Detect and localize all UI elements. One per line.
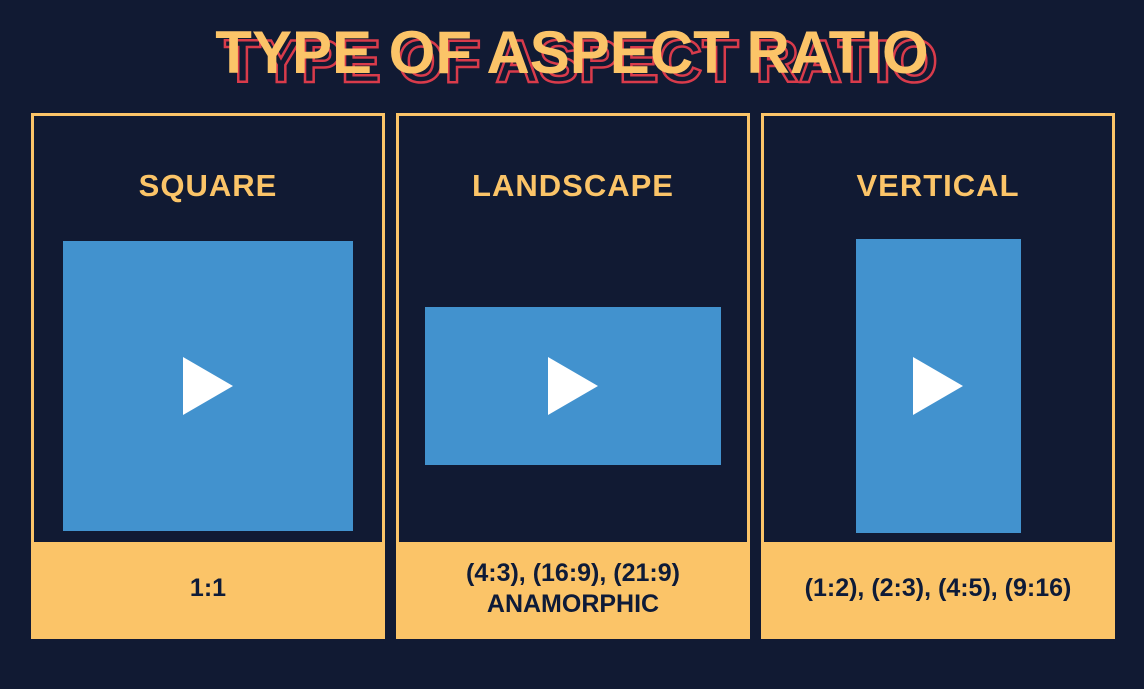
card-square: SQUARE 1:1 (31, 113, 385, 639)
landscape-video-frame (425, 306, 721, 465)
card-square-heading: SQUARE (138, 167, 278, 203)
ratio-label-line: (4:3), (16:9), (21:9) (466, 558, 680, 587)
play-icon (913, 356, 963, 415)
card-vertical-heading: VERTICAL (856, 167, 1020, 203)
card-landscape-ratio-label: (4:3), (16:9), (21:9) ANAMORPHIC (399, 542, 747, 636)
vertical-video-frame (855, 238, 1021, 533)
card-vertical-media-area (764, 229, 1112, 542)
play-icon (183, 356, 233, 415)
card-landscape: LANDSCAPE (4:3), (16:9), (21:9) ANAMORPH… (396, 113, 750, 639)
page-title-text: TYPE OF ASPECT RATIO (215, 19, 929, 86)
card-square-media-area (34, 229, 382, 542)
ratio-label-line: (1:2), (2:3), (4:5), (9:16) (804, 574, 1072, 603)
card-landscape-media-area (399, 229, 747, 542)
card-landscape-heading: LANDSCAPE (472, 167, 674, 203)
page-title-outline: TYPE OF ASPECT RATIO (223, 27, 939, 97)
card-vertical: VERTICAL (1:2), (2:3), (4:5), (9:16) (761, 113, 1115, 639)
ratio-label-line: 1:1 (189, 574, 227, 603)
ratio-label-line: ANAMORPHIC (486, 590, 660, 618)
page-title: TYPE OF ASPECT RATIO TYPE OF ASPECT RATI… (0, 18, 1144, 102)
square-video-frame (63, 240, 353, 531)
aspect-ratio-cards: SQUARE 1:1 LANDSCAPE (4:3), (16:9), (21:… (0, 113, 1144, 639)
play-icon (548, 356, 598, 415)
card-square-ratio-label: 1:1 (34, 542, 382, 636)
card-vertical-ratio-label: (1:2), (2:3), (4:5), (9:16) (764, 542, 1112, 636)
